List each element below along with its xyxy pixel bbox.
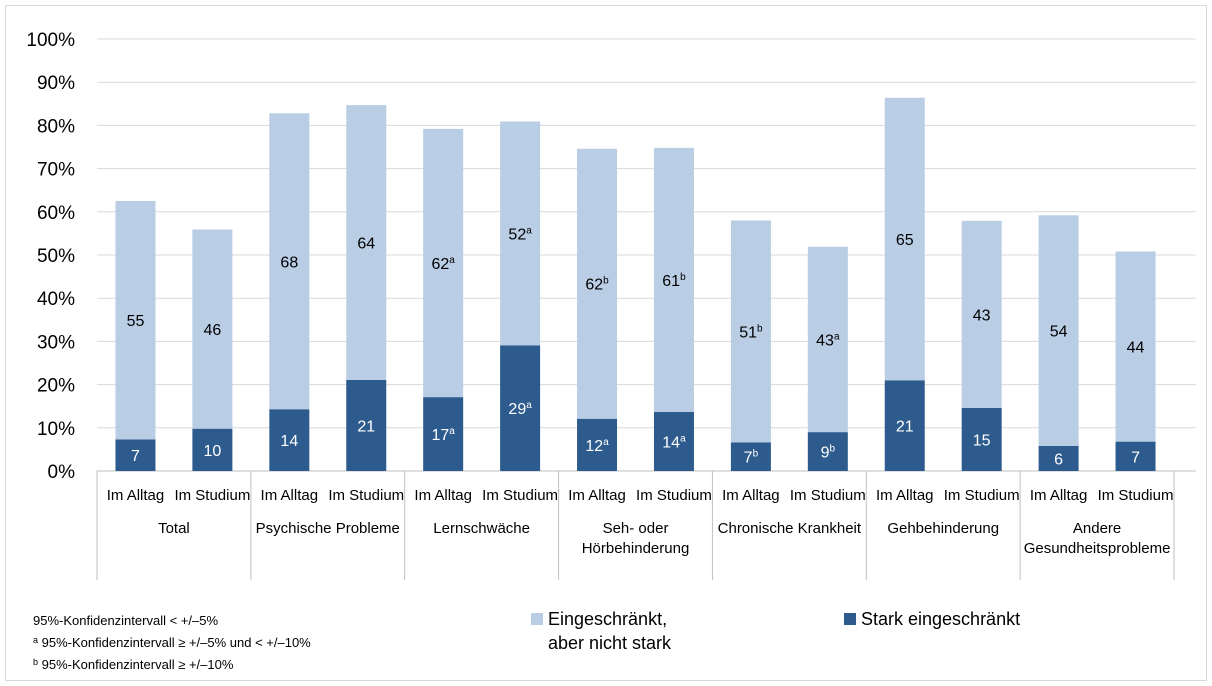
x-tick-label: Im Alltag — [568, 487, 626, 504]
data-label: 14a — [662, 433, 686, 451]
x-tick-label: Im Studium — [328, 487, 404, 504]
bar-eingeschraenkt — [500, 121, 541, 346]
data-label: 21 — [357, 418, 375, 435]
bar-eingeschraenkt — [269, 113, 310, 410]
group-label: Lernschwäche — [433, 520, 530, 537]
bar-stark — [192, 428, 233, 471]
data-label: 14 — [280, 433, 298, 450]
x-tick-label: Im Studium — [482, 487, 558, 504]
data-label: 6 — [1054, 451, 1063, 468]
data-label: 54 — [1050, 324, 1068, 341]
x-tick-label: Im Studium — [174, 487, 250, 504]
bar-stark — [1115, 441, 1156, 471]
bar-eingeschraenkt — [577, 148, 618, 419]
x-tick-label: Im Alltag — [876, 487, 934, 504]
footnote: b 95%-Konfidenzintervall ≥ +/–10% — [33, 657, 234, 672]
data-label: 43a — [816, 331, 840, 349]
group-label: Chronische Krankheit — [718, 520, 862, 537]
y-tick-label: 0% — [48, 462, 76, 483]
data-label: 51b — [739, 323, 763, 341]
group-label: Total — [158, 520, 190, 537]
bar-eingeschraenkt — [192, 229, 233, 429]
data-label: 7 — [1131, 449, 1140, 466]
legend-swatch — [844, 613, 856, 625]
bar-eingeschraenkt — [346, 105, 387, 380]
data-label: 65 — [896, 232, 914, 249]
bar-eingeschraenkt — [807, 246, 848, 433]
data-label: 43 — [973, 307, 991, 324]
chart-frame — [5, 5, 1207, 681]
bar-stark — [653, 411, 694, 471]
x-tick-label: Im Studium — [636, 487, 712, 504]
group-label: Andere Gesundheitsprobleme — [1024, 520, 1171, 557]
data-label: 17a — [431, 426, 455, 444]
bar-stark — [1038, 445, 1079, 471]
bar-stark — [884, 380, 925, 471]
data-label: 7b — [744, 449, 759, 467]
group-label: Gehbehinderung — [887, 520, 999, 537]
x-tick-label: Im Alltag — [107, 487, 165, 504]
legend-label: Eingeschränkt, aber nicht stark — [548, 609, 672, 653]
x-tick-label: Im Studium — [944, 487, 1020, 504]
data-label: 68 — [280, 254, 298, 271]
y-tick-label: 20% — [37, 376, 75, 397]
legend-label: Stark eingeschränkt — [861, 609, 1020, 629]
data-label: 61b — [662, 272, 686, 290]
bar-stark — [346, 379, 387, 471]
bar-eingeschraenkt — [423, 128, 464, 398]
group-label: Seh- oder Hörbehinderung — [582, 520, 690, 557]
bar-stark — [500, 345, 541, 471]
footnote: 95%-Konfidenzintervall < +/–5% — [33, 613, 218, 628]
data-label: 44 — [1127, 340, 1145, 357]
bar-stark — [577, 418, 618, 471]
x-tick-label: Im Alltag — [261, 487, 319, 504]
data-label: 12a — [585, 437, 609, 455]
bar-stark — [115, 439, 156, 471]
data-label: 29a — [508, 400, 532, 418]
footnote: a 95%-Konfidenzintervall ≥ +/–5% und < +… — [33, 635, 311, 650]
x-tick-label: Im Alltag — [722, 487, 780, 504]
y-tick-label: 80% — [37, 116, 75, 137]
data-label: 7 — [131, 448, 140, 465]
bar-eingeschraenkt — [961, 220, 1002, 408]
y-tick-label: 70% — [37, 160, 75, 181]
x-tick-label: Im Studium — [790, 487, 866, 504]
bar-eingeschraenkt — [730, 220, 771, 443]
bar-stark — [807, 432, 848, 471]
data-label: 62a — [431, 255, 455, 273]
data-label: 15 — [973, 432, 991, 449]
bar-stark — [961, 407, 1002, 471]
legend-swatch — [531, 613, 543, 625]
x-tick-label: Im Alltag — [1030, 487, 1088, 504]
group-label: Psychische Probleme — [256, 520, 400, 537]
bar-eingeschraenkt — [653, 147, 694, 412]
y-tick-label: 30% — [37, 332, 75, 353]
bar-eingeschraenkt — [1038, 215, 1079, 446]
bar-eingeschraenkt — [884, 97, 925, 381]
bar-eingeschraenkt — [1115, 251, 1156, 442]
y-tick-label: 100% — [26, 30, 75, 51]
data-label: 52a — [508, 225, 532, 243]
y-tick-label: 10% — [37, 419, 75, 440]
data-label: 62b — [585, 276, 609, 294]
y-tick-label: 50% — [37, 246, 75, 267]
bar-stark — [730, 442, 771, 471]
bar-stark — [423, 397, 464, 471]
data-label: 46 — [203, 322, 221, 339]
y-tick-label: 90% — [37, 73, 75, 94]
data-label: 64 — [357, 235, 375, 252]
bar-eingeschraenkt — [115, 201, 156, 440]
data-label: 55 — [127, 313, 145, 330]
data-label: 10 — [203, 443, 221, 460]
x-tick-label: Im Studium — [1098, 487, 1174, 504]
y-tick-label: 60% — [37, 203, 75, 224]
x-tick-label: Im Alltag — [414, 487, 472, 504]
data-label: 21 — [896, 419, 914, 436]
bar-stark — [269, 409, 310, 471]
data-label: 9b — [821, 444, 836, 462]
y-tick-label: 40% — [37, 289, 75, 310]
